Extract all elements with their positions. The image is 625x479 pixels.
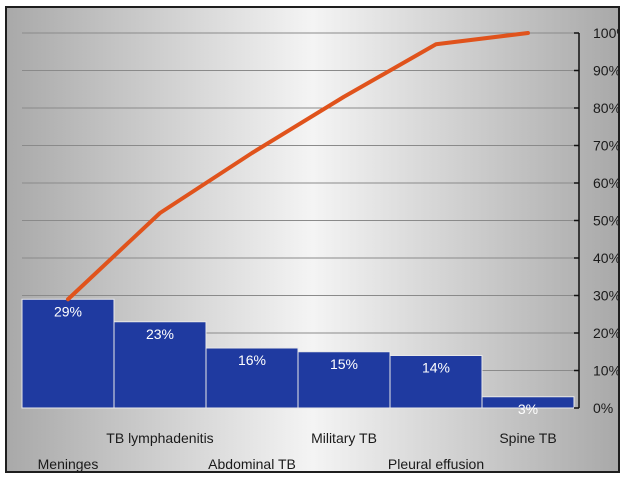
right-axis-tick-label: 60% [593,175,618,191]
chart-frame: 29% 23% 16% 15% 14% 3% 0% 10% 20% 30% 40% 50% 60% 70… [5,6,620,473]
right-axis-tick-labels: 0% 10% 20% 30% 40% 50% 60% 70% 80% 90% 100% [593,25,618,416]
right-axis-tick-label: 10% [593,363,618,379]
category-labels: Meninges TB lymphadenitis Abdominal TB Mili… [38,430,557,471]
right-axis-tick-label: 0% [593,400,613,416]
bar [389,355,483,409]
right-axis-tick-label: 30% [593,288,618,304]
right-axis-tick-label: 80% [593,100,618,116]
bar-data-label: 29% [54,303,82,319]
right-axis-tick-label: 40% [593,250,618,266]
category-label: Pleural effusion [388,456,484,471]
bar-data-labels: 29% 23% 16% 15% 14% 3% [54,303,538,417]
bar [205,347,299,409]
bar-data-label: 16% [238,352,266,368]
category-label: Meninges [38,456,99,471]
right-axis-tick-label: 90% [593,63,618,79]
right-axis-tick-label: 70% [593,138,618,154]
bar-data-label: 15% [330,356,358,372]
right-axis-tick-label: 100% [593,25,618,41]
cumulative-line [66,31,530,302]
category-label: Military TB [311,430,377,446]
bar-data-label: 14% [422,360,450,376]
right-axis-tick-label: 50% [593,213,618,229]
bars [21,298,575,409]
pareto-chart: 29% 23% 16% 15% 14% 3% 0% 10% 20% 30% 40% 50% 60% 70… [7,8,618,471]
right-axis [574,32,580,409]
cumulative-line-path [66,31,530,302]
category-label: TB lymphadenitis [106,430,213,446]
bar-data-label: 3% [518,401,538,417]
category-label: Spine TB [499,430,556,446]
bar-data-label: 23% [146,326,174,342]
right-axis-tick-label: 20% [593,325,618,341]
bar [481,396,575,409]
category-label: Abdominal TB [208,456,296,471]
